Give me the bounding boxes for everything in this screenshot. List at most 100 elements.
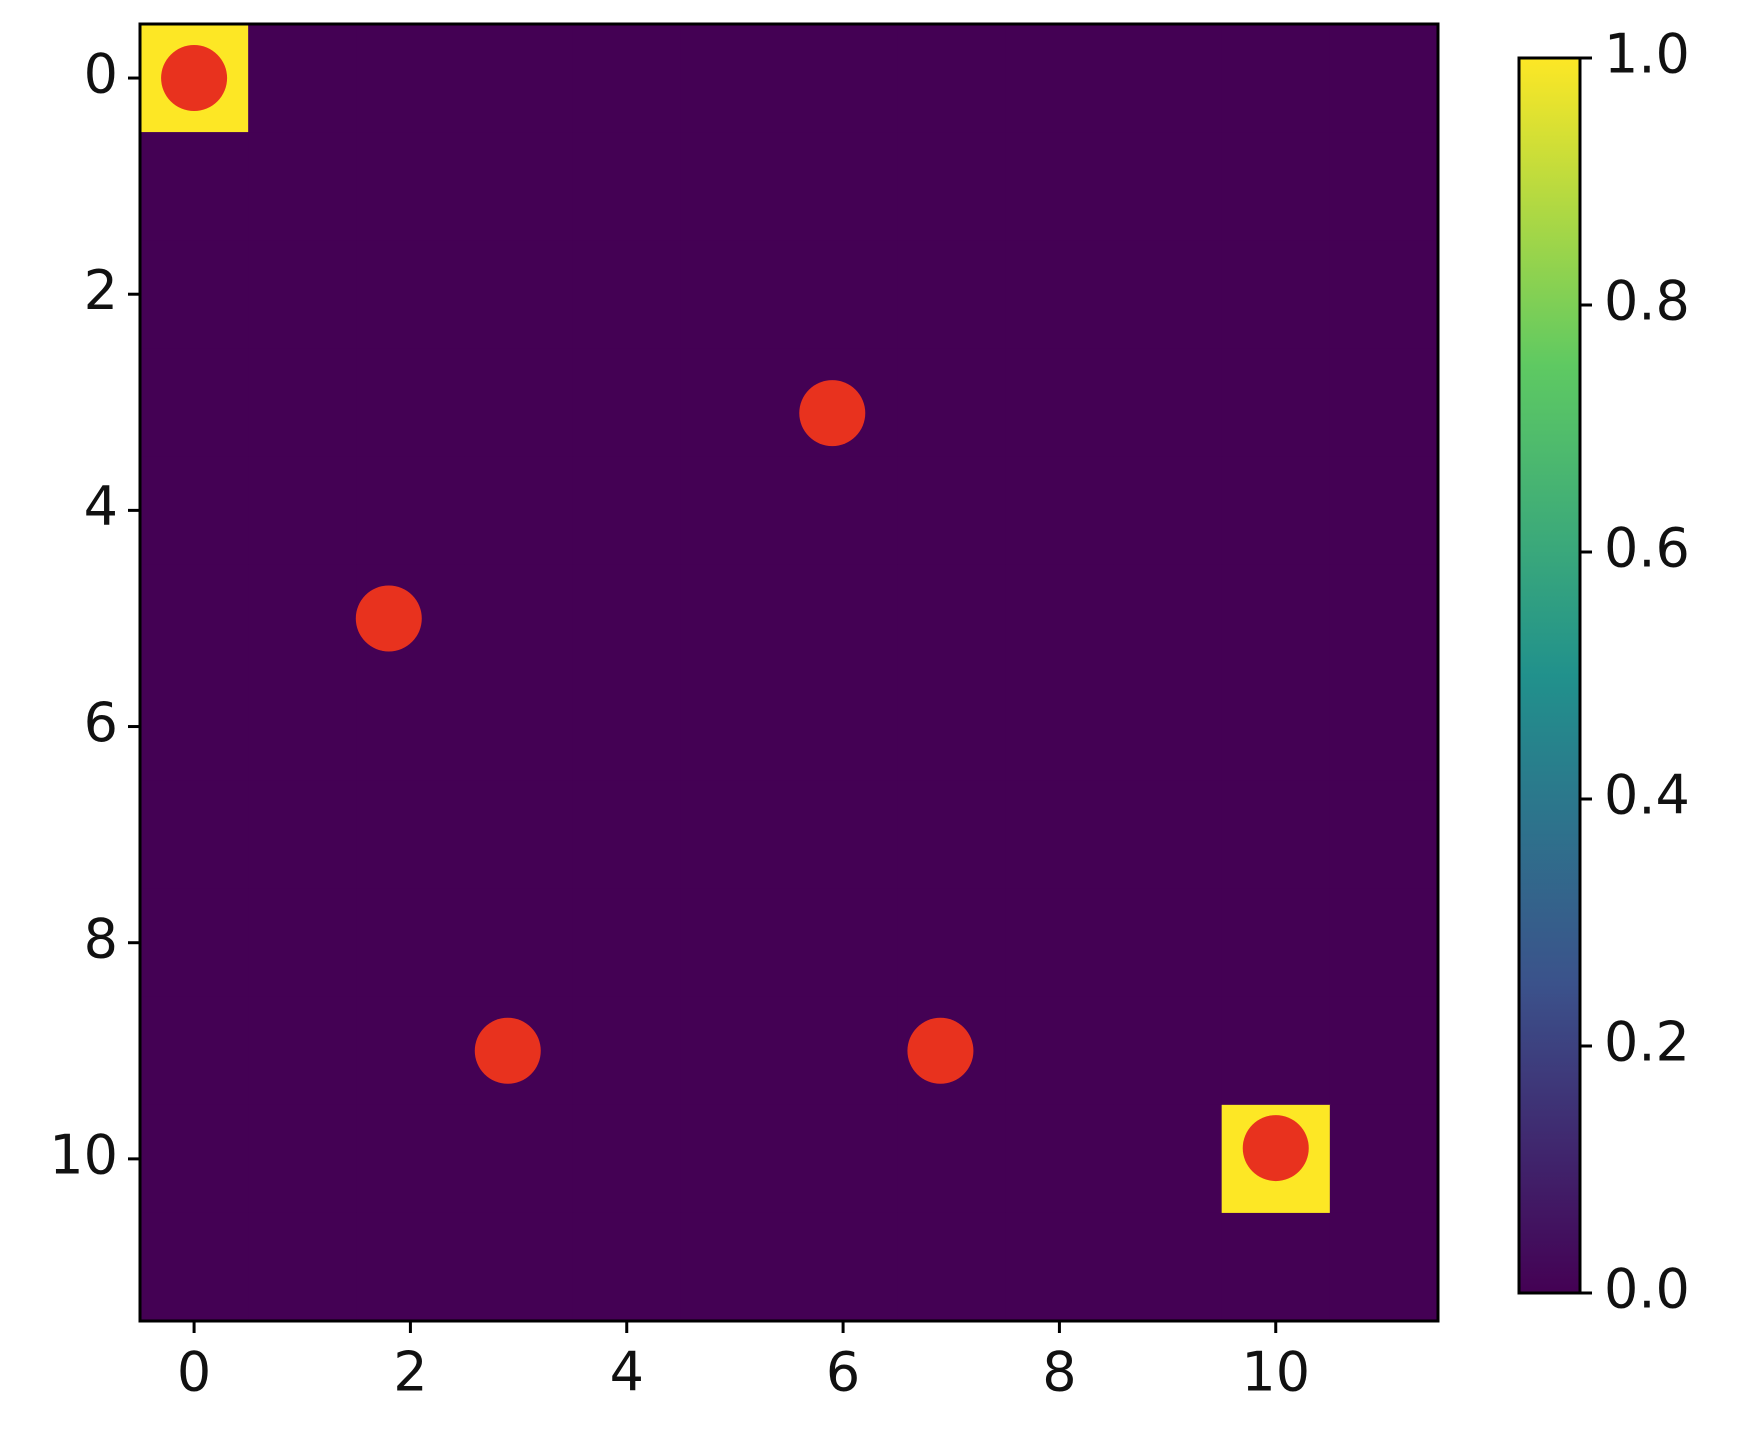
heatmap-cell bbox=[1113, 888, 1223, 998]
heatmap-cell bbox=[140, 564, 249, 673]
heatmap-cell bbox=[680, 780, 790, 890]
heatmap-cell bbox=[464, 348, 574, 457]
heatmap-cell bbox=[572, 132, 682, 241]
heatmap-cell bbox=[789, 132, 898, 241]
x-tick-label: 8 bbox=[1042, 1341, 1076, 1404]
heatmap-cell bbox=[680, 564, 790, 673]
heatmap-cell bbox=[464, 132, 574, 241]
heatmap-cell bbox=[572, 24, 682, 133]
heatmap-cell bbox=[464, 780, 574, 890]
heatmap-cell bbox=[1221, 24, 1331, 133]
heatmap-cell bbox=[140, 672, 249, 782]
heatmap-cell bbox=[1329, 1212, 1439, 1322]
heatmap-cell bbox=[248, 456, 357, 565]
heatmap-cell bbox=[1221, 564, 1331, 673]
scatter-point bbox=[907, 1017, 974, 1084]
heatmap-cell bbox=[897, 348, 1006, 457]
y-tick-label: 0 bbox=[84, 43, 118, 106]
heatmap-cell bbox=[897, 1104, 1006, 1214]
heatmap-cell bbox=[1113, 564, 1223, 673]
heatmap-cell bbox=[140, 1212, 249, 1322]
heatmap-cell bbox=[1005, 888, 1114, 998]
heatmap-cell bbox=[1329, 564, 1439, 673]
heatmap-cell bbox=[1113, 672, 1223, 782]
heatmap-cell bbox=[248, 24, 357, 133]
heatmap-cell bbox=[572, 456, 682, 565]
heatmap-cell bbox=[248, 240, 357, 349]
heatmap-cell bbox=[897, 564, 1006, 673]
heatmap-cell bbox=[1005, 1104, 1114, 1214]
heatmap-cell bbox=[572, 1212, 682, 1322]
heatmap-cell bbox=[248, 996, 357, 1106]
heatmap-cell bbox=[789, 996, 898, 1106]
x-tick-label: 0 bbox=[177, 1341, 211, 1404]
heatmap-cell bbox=[572, 240, 682, 349]
heatmap-cell bbox=[680, 888, 790, 998]
heatmap-cell bbox=[248, 888, 357, 998]
axes-frame bbox=[138, 22, 1440, 1323]
heatmap-cell bbox=[356, 132, 465, 241]
heatmap-cell bbox=[897, 132, 1006, 241]
heatmap-cell bbox=[1113, 1104, 1223, 1214]
scatter-point bbox=[161, 45, 228, 112]
heatmap-cell bbox=[248, 348, 357, 457]
heatmap-cell bbox=[464, 240, 574, 349]
colorbar-tick-label: 0.6 bbox=[1604, 517, 1690, 580]
heatmap-cell bbox=[1113, 24, 1223, 133]
heatmap-cell bbox=[789, 780, 898, 890]
scatter-point bbox=[355, 585, 422, 652]
heatmap-cell bbox=[897, 672, 1006, 782]
y-tick-label: 8 bbox=[84, 907, 118, 970]
heatmap-cell bbox=[572, 888, 682, 998]
heatmap-cell bbox=[140, 996, 249, 1106]
colorbar-tick-label: 0.0 bbox=[1604, 1258, 1690, 1321]
heatmap-cell bbox=[248, 564, 357, 673]
heatmap-cell bbox=[680, 456, 790, 565]
heatmap-cell bbox=[1329, 132, 1439, 241]
colorbar bbox=[1517, 56, 1582, 1295]
heatmap-cell bbox=[1329, 672, 1439, 782]
heatmap-cell bbox=[789, 564, 898, 673]
heatmap-cell bbox=[572, 672, 682, 782]
heatmap-cell bbox=[897, 240, 1006, 349]
heatmap-cell bbox=[1329, 780, 1439, 890]
heatmap-cell bbox=[1005, 240, 1114, 349]
heatmap-cell bbox=[1113, 996, 1223, 1106]
heatmap-cell bbox=[1113, 132, 1223, 241]
heatmap-cell bbox=[1113, 780, 1223, 890]
heatmap-cell bbox=[356, 1104, 465, 1214]
heatmap-cell bbox=[1005, 24, 1114, 133]
heatmap-cell bbox=[680, 996, 790, 1106]
x-tick-label: 4 bbox=[610, 1341, 644, 1404]
heatmap-cell bbox=[1221, 240, 1331, 349]
heatmap-cell bbox=[356, 672, 465, 782]
heatmap-cell bbox=[464, 456, 574, 565]
colorbar-tick-label: 0.8 bbox=[1604, 270, 1690, 333]
colorbar-tick-label: 1.0 bbox=[1604, 23, 1690, 86]
heatmap-cell bbox=[248, 780, 357, 890]
heatmap-cell bbox=[789, 24, 898, 133]
heatmap-cell bbox=[140, 132, 249, 241]
x-tick-label: 2 bbox=[393, 1341, 427, 1404]
heatmap-cell bbox=[1221, 672, 1331, 782]
heatmap-cell bbox=[1329, 24, 1439, 133]
heatmap-cell bbox=[680, 24, 790, 133]
heatmap-cell bbox=[572, 348, 682, 457]
heatmap-cell bbox=[789, 1212, 898, 1322]
heatmap-cell bbox=[464, 888, 574, 998]
heatmap-cell bbox=[248, 1104, 357, 1214]
heatmap-cell bbox=[248, 132, 357, 241]
heatmap-cell bbox=[1005, 672, 1114, 782]
heatmap-cell bbox=[1221, 348, 1331, 457]
heatmap-cell bbox=[140, 888, 249, 998]
heatmap-cell bbox=[897, 456, 1006, 565]
heatmap-cell bbox=[1221, 132, 1331, 241]
heatmap-cell bbox=[1005, 456, 1114, 565]
heatmap-cell bbox=[1113, 348, 1223, 457]
scatter-point bbox=[799, 380, 866, 447]
heatmap-cell bbox=[356, 996, 465, 1106]
heatmap-cell bbox=[248, 672, 357, 782]
y-tick-label: 10 bbox=[49, 1124, 118, 1187]
heatmap-cell bbox=[1005, 348, 1114, 457]
heatmap-cell bbox=[1005, 780, 1114, 890]
